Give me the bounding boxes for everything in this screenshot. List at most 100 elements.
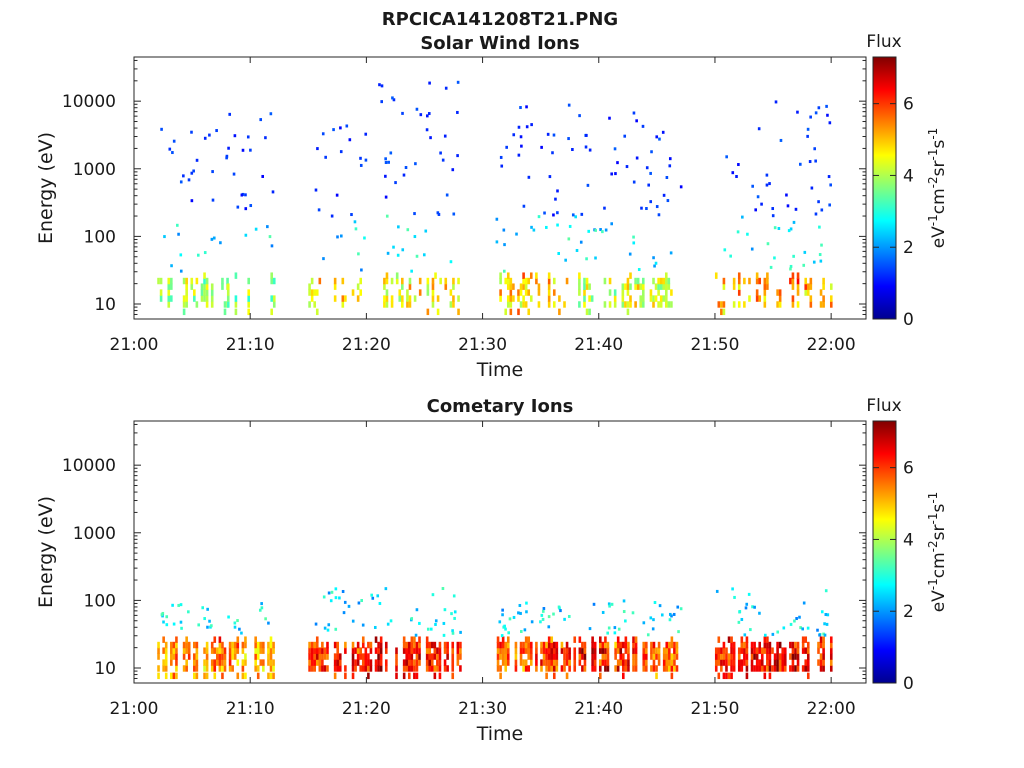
heatmap-point	[439, 151, 442, 155]
heatmap-cell	[624, 665, 628, 672]
heatmap-cell	[205, 301, 209, 308]
heatmap-point	[452, 212, 456, 216]
heatmap-cell	[673, 641, 676, 649]
heatmap-cell	[377, 659, 380, 666]
heatmap-point	[401, 111, 404, 115]
heatmap-point	[594, 256, 597, 260]
heatmap-point	[385, 214, 389, 218]
heatmap-point	[774, 100, 778, 104]
heatmap-point	[756, 195, 760, 199]
heatmap-cell	[598, 665, 602, 672]
heatmap-cell	[616, 636, 620, 643]
heatmap-point	[428, 81, 431, 85]
heatmap-point	[422, 253, 426, 257]
heatmap-cell	[583, 641, 587, 649]
heatmap-cell	[601, 659, 605, 666]
heatmap-point	[437, 212, 441, 216]
heatmap-point	[818, 633, 821, 637]
heatmap-cell	[606, 653, 610, 660]
heatmap-cell	[410, 636, 414, 643]
heatmap-cell	[218, 665, 222, 672]
heatmap-point	[210, 237, 214, 241]
heatmap-cell	[766, 653, 769, 660]
heatmap-cell	[162, 647, 165, 654]
heatmap-cell	[313, 659, 316, 666]
heatmap-point	[662, 193, 666, 197]
heatmap-cell	[657, 289, 660, 296]
heatmap-cell	[662, 295, 666, 302]
heatmap-cell	[318, 647, 322, 654]
heatmap-cell	[791, 277, 795, 285]
heatmap-cell	[755, 659, 759, 666]
heatmap-cell	[501, 647, 505, 654]
heatmap-point	[501, 608, 504, 612]
heatmap-cell	[606, 647, 610, 654]
heatmap-cell	[167, 277, 171, 285]
heatmap-point	[816, 628, 819, 632]
heatmap-cell	[748, 295, 751, 302]
cometary-panel: Cometary Ions 21:00 21:10 21:20 21:30 21:40 2…	[35, 396, 949, 745]
heatmap-point	[825, 104, 828, 108]
heatmap-cell	[430, 659, 434, 666]
heatmap-cell	[234, 295, 238, 302]
heatmap-cell	[591, 647, 594, 654]
heatmap-cell	[585, 283, 589, 290]
heatmap-cell	[415, 653, 419, 660]
heatmap-point	[268, 235, 272, 239]
heatmap-cell	[272, 277, 276, 285]
heatmap-cell	[806, 289, 810, 296]
heatmap-cell	[182, 301, 186, 308]
heatmap-cell	[675, 653, 679, 660]
heatmap-cell	[383, 301, 386, 308]
heatmap-point	[353, 220, 357, 224]
heatmap-cell	[341, 295, 345, 302]
heatmap-point	[829, 183, 832, 187]
heatmap-point	[228, 112, 232, 116]
heatmap-point	[233, 134, 237, 138]
heatmap-cell	[456, 641, 460, 649]
heatmap-cell	[555, 641, 559, 649]
heatmap-cell	[522, 659, 525, 666]
heatmap-point	[384, 157, 387, 161]
heatmap-point	[556, 211, 559, 215]
heatmap-cell	[619, 659, 623, 666]
heatmap-cell	[193, 641, 196, 649]
heatmap-point	[512, 615, 516, 619]
heatmap-point	[357, 252, 360, 256]
heatmap-cell	[436, 665, 439, 672]
heatmap-cell	[654, 283, 658, 290]
heatmap-cell	[743, 277, 746, 285]
heatmap-cell	[778, 665, 782, 672]
heatmap-cell	[182, 641, 186, 649]
heatmap-cell	[829, 301, 833, 308]
heatmap-cell	[634, 283, 637, 290]
heatmap-point	[361, 623, 365, 627]
heatmap-cell	[410, 659, 414, 666]
heatmap-point	[451, 168, 455, 172]
heatmap-point	[406, 228, 410, 232]
heatmap-cell	[514, 647, 518, 654]
heatmap-point	[640, 206, 643, 210]
heatmap-cell	[645, 641, 648, 649]
heatmap-cell	[504, 308, 508, 316]
heatmap-cell	[537, 301, 541, 308]
heatmap-cell	[822, 295, 825, 302]
heatmap-cell	[552, 672, 556, 680]
heatmap-cell	[583, 295, 586, 302]
heatmap-cell	[791, 665, 795, 672]
heatmap-cell	[338, 665, 342, 672]
heatmap-cell	[583, 301, 586, 308]
heatmap-cell	[384, 665, 388, 672]
heatmap-point	[348, 138, 352, 142]
heatmap-point	[332, 128, 335, 132]
heatmap-cell	[522, 301, 525, 308]
heatmap-cell	[157, 277, 160, 285]
heatmap-point	[443, 134, 447, 138]
heatmap-cell	[829, 659, 833, 666]
heatmap-cell	[743, 301, 746, 308]
heatmap-cell	[408, 283, 412, 290]
heatmap-cell	[496, 647, 500, 654]
heatmap-cell	[632, 636, 635, 643]
heatmap-cell	[359, 277, 363, 285]
heatmap-cell	[413, 665, 416, 672]
